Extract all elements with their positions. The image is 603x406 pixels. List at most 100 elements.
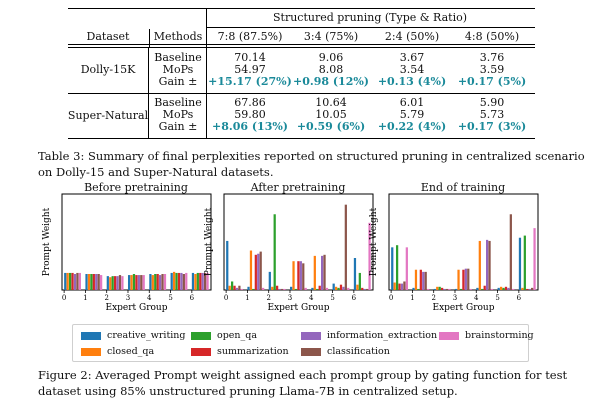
legend-label: classification — [327, 346, 390, 357]
dataset-name: Dolly-15K — [80, 63, 136, 76]
bar-closed_qa — [271, 286, 274, 290]
x-tick-label: 3 — [453, 294, 457, 302]
bar-creative_writing — [64, 272, 67, 290]
legend-item: information_extraction — [301, 330, 437, 341]
bar-summarization — [441, 287, 444, 290]
bar-classification — [323, 254, 326, 290]
x-tick-label: 2 — [431, 294, 435, 302]
bar-closed_qa — [292, 261, 295, 290]
bar-creative_writing — [518, 237, 522, 290]
method-label: MoPs — [162, 63, 194, 76]
x-tick-label: 6 — [352, 294, 357, 302]
bar-classification — [161, 274, 164, 290]
bar-open_qa — [337, 287, 340, 290]
bar-information_extraction — [422, 271, 425, 290]
x-tick-label: 3 — [288, 294, 292, 302]
x-tick-label: 2 — [266, 294, 270, 302]
bar-summarization — [254, 254, 257, 290]
bar-open_qa — [358, 272, 361, 290]
bar-information_extraction — [299, 261, 302, 290]
bar-information_extraction — [201, 272, 204, 290]
bar-brainstorming — [283, 288, 286, 290]
bar-closed_qa — [87, 274, 91, 290]
bar-summarization — [361, 287, 364, 290]
legend-item: classification — [301, 346, 390, 357]
bar-summarization — [156, 274, 159, 290]
bar-summarization — [504, 286, 508, 290]
table-cell: 5.73 — [479, 108, 505, 121]
table-top-rule — [68, 8, 535, 9]
bar-closed_qa — [393, 282, 396, 290]
legend-swatch — [301, 331, 321, 340]
bar-information_extraction — [159, 275, 162, 290]
bar-open_qa — [273, 214, 276, 290]
bar-brainstorming — [262, 287, 265, 290]
bar-summarization — [199, 272, 202, 290]
bar-brainstorming — [368, 222, 371, 290]
bar-classification — [238, 285, 241, 290]
header-bottom-rule — [68, 44, 535, 45]
table-cell: 59.80 — [234, 108, 266, 121]
gain-cell: +8.06 (13%) — [211, 120, 289, 133]
bar-summarization — [339, 284, 343, 290]
vline-1 — [149, 29, 150, 48]
method-label: Baseline — [154, 51, 202, 64]
bar-classification — [424, 271, 427, 290]
group-header: Structured pruning (Type & Ratio) — [272, 11, 468, 24]
bar-creative_writing — [170, 272, 173, 290]
method-label: MoPs — [162, 108, 194, 121]
bar-classification — [403, 281, 406, 290]
bar-summarization — [92, 274, 95, 290]
table-bottom-rule — [68, 138, 535, 139]
bar-classification — [509, 214, 512, 290]
x-tick-label: 4 — [474, 294, 479, 302]
bar-classification — [344, 204, 347, 290]
gain-cell: +0.17 (5%) — [457, 75, 527, 88]
table-cell: 3.67 — [399, 51, 425, 64]
bar-brainstorming — [121, 276, 124, 290]
bar-information_extraction — [137, 275, 140, 290]
bar-creative_writing — [353, 258, 357, 290]
legend-item: brainstorming — [439, 330, 534, 341]
bar-brainstorming — [142, 275, 145, 290]
figure-caption-line: Figure 2: Averaged Prompt weight assigne… — [38, 368, 568, 382]
bar-open_qa — [523, 235, 526, 290]
bar-open_qa — [132, 274, 136, 290]
chart-title: After pretraining — [250, 181, 346, 194]
table-cell: 70.14 — [234, 51, 266, 64]
bar-brainstorming — [448, 288, 451, 290]
bar-classification — [97, 274, 100, 290]
bar-open_qa — [196, 272, 199, 290]
bar-closed_qa — [457, 269, 460, 290]
bar-information_extraction — [342, 286, 345, 290]
table-caption-line: on Dolly-15 and Super-Natural datasets. — [38, 165, 274, 179]
dataset-name: Super-Natural — [67, 109, 149, 122]
bar-closed_qa — [194, 274, 197, 290]
bar-creative_writing — [85, 274, 88, 290]
method-label: Gain ± — [158, 120, 198, 133]
bar-classification — [182, 274, 185, 290]
table-cell: 3.59 — [479, 63, 505, 76]
x-tick-label: 5 — [330, 294, 334, 302]
bar-open_qa — [111, 276, 114, 290]
bar-creative_writing — [497, 287, 500, 290]
bar-creative_writing — [311, 287, 314, 290]
bar-open_qa — [230, 281, 234, 290]
bar-open_qa — [154, 274, 157, 290]
figure-caption-line: dataset using 85% unstructured pruning L… — [38, 384, 458, 398]
bar-brainstorming — [240, 288, 243, 290]
bar-information_extraction — [443, 288, 446, 290]
legend-item: creative_writing — [81, 330, 186, 341]
x-axis-label: Expert Group — [433, 303, 495, 313]
bar-information_extraction — [464, 268, 467, 290]
chart-title: End of training — [420, 181, 506, 194]
bar-open_qa — [252, 288, 255, 290]
x-tick-label: 1 — [245, 294, 249, 302]
bar-information_extraction — [321, 255, 324, 290]
x-tick-label: 4 — [147, 294, 152, 302]
group-header-rule — [206, 27, 535, 28]
bar-creative_writing — [332, 283, 335, 290]
bar-closed_qa — [313, 255, 316, 290]
bar-open_qa — [459, 288, 463, 290]
bar-creative_writing — [268, 271, 271, 290]
